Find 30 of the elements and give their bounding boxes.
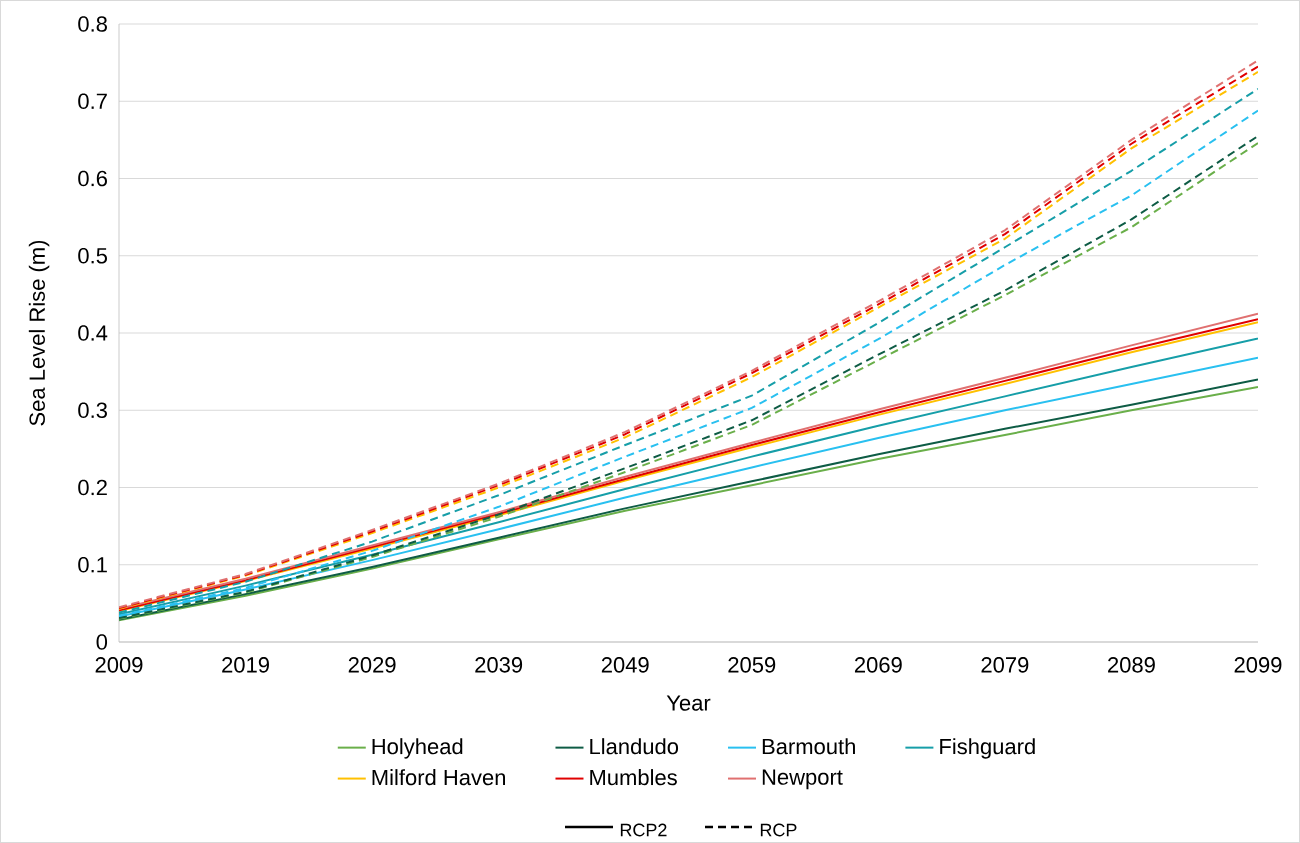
y-tick-label: 0.7 — [78, 93, 107, 110]
x-tick-label: 2029 — [348, 657, 396, 673]
legend-label: Fishguard — [940, 738, 1035, 759]
x-tick-label: 2079 — [981, 657, 1029, 673]
y-tick-label: 0.1 — [78, 556, 107, 573]
y-tick-label: 0.5 — [78, 247, 107, 264]
x-tick-label: 2099 — [1234, 657, 1282, 673]
x-axis-title: Year — [666, 695, 711, 711]
legend-label: Barmouth — [762, 738, 855, 755]
text: RCP — [760, 823, 797, 837]
x-tick-label: 2089 — [1108, 657, 1155, 673]
y-tick-label: 0 — [96, 634, 108, 650]
x-tick-label: 2009 — [95, 657, 143, 673]
legend-label: Holyhead — [372, 738, 463, 759]
y-axis-title: Sea Level Rise (m) — [28, 240, 50, 426]
y-tick-label: 0.6 — [78, 170, 107, 187]
y-tick-label: 0.8 — [78, 16, 107, 32]
y-tick-label: 0.2 — [78, 479, 107, 496]
x-tick-label: 2039 — [475, 657, 523, 673]
x-tick-label: 2019 — [222, 657, 269, 673]
legend-label: Llandudo — [590, 738, 679, 755]
x-tick-label: 2049 — [601, 657, 649, 673]
y-tick-label: 0.3 — [78, 402, 107, 419]
legend-label: Milford Haven — [372, 769, 505, 786]
y-tick-label: 0.4 — [78, 325, 108, 341]
x-tick-label: 2069 — [854, 657, 902, 673]
legend-label: Mumbles — [590, 769, 677, 786]
legend-label: Newport — [762, 769, 843, 790]
text: RCP2 — [620, 823, 667, 837]
x-tick-label: 2059 — [728, 657, 776, 673]
